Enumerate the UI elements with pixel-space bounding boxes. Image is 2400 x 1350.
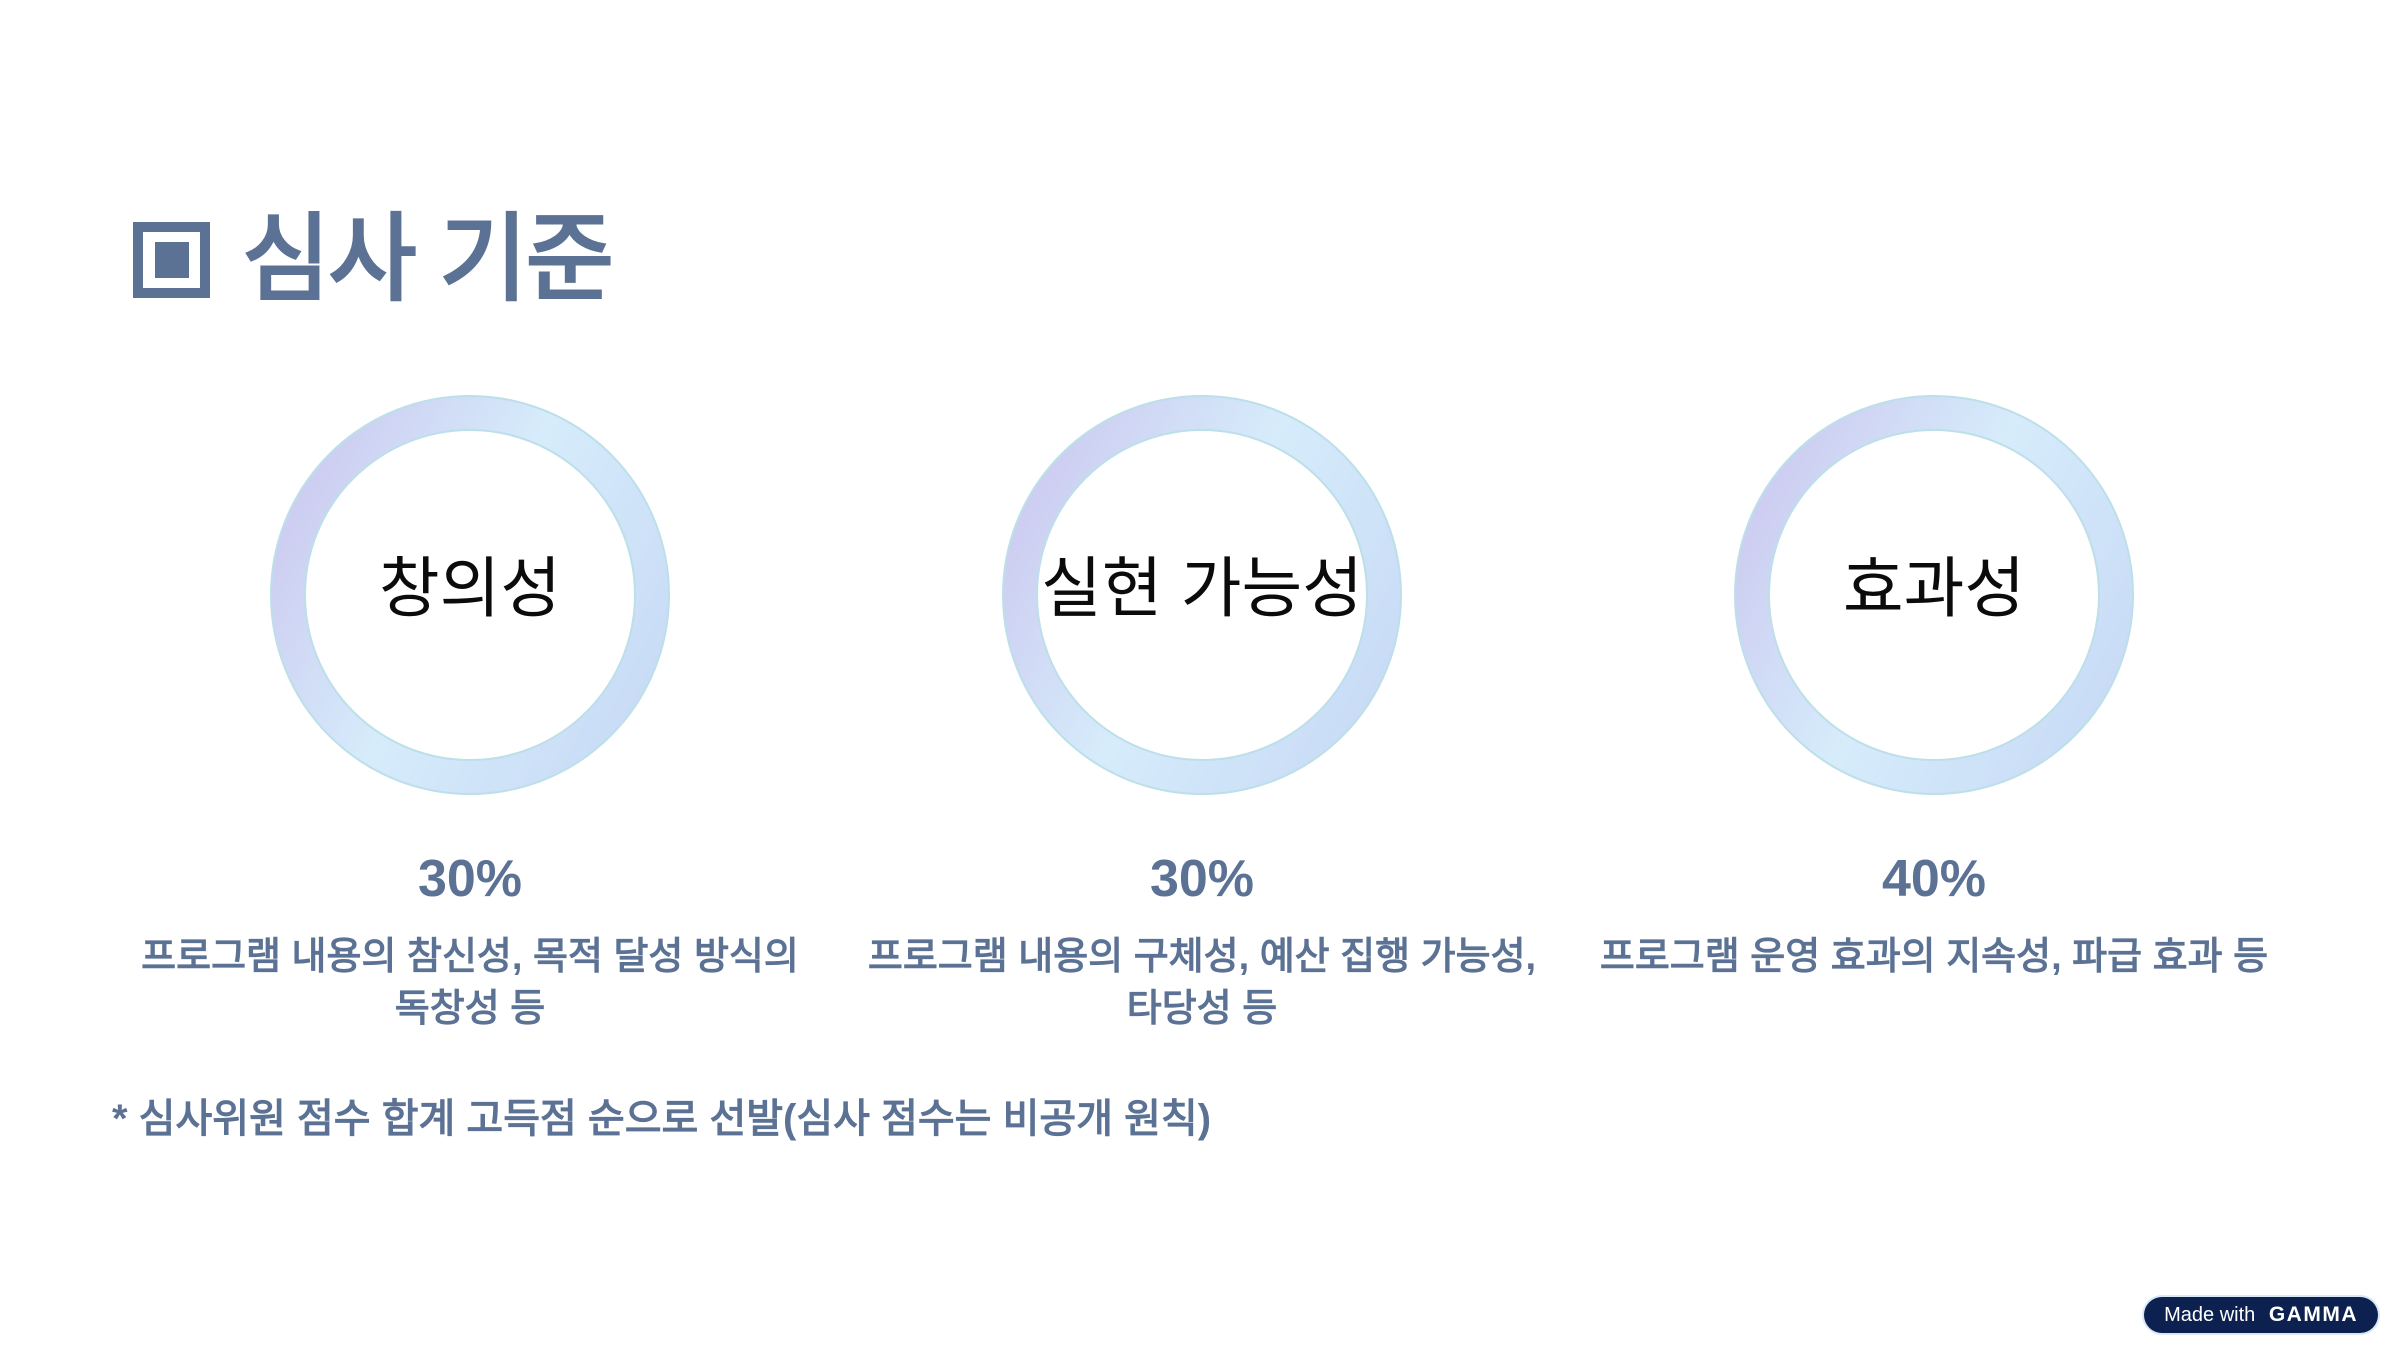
criterion-description: 프로그램 내용의 구체성, 예산 집행 가능성, 타당성 등	[867, 936, 1537, 1030]
gradient-ring: 실현 가능성	[1002, 395, 1402, 795]
criterion-description: 프로그램 내용의 참신성, 목적 달성 방식의 독창성 등	[141, 936, 799, 1030]
criterion-creativity: 창의성 30% 프로그램 내용의 참신성, 목적 달성 방식의 독창성 등	[104, 395, 836, 1035]
gradient-ring: 창의성	[270, 395, 670, 795]
ring-inner-circle: 실현 가능성	[1036, 429, 1368, 761]
made-with-label: Made with	[2164, 1303, 2261, 1326]
page-title: 심사 기준	[242, 206, 614, 313]
ring-inner-circle: 창의성	[304, 429, 636, 761]
criterion-feasibility: 실현 가능성 30% 프로그램 내용의 구체성, 예산 집행 가능성, 타당성 …	[836, 395, 1568, 1035]
criterion-name: 창의성	[378, 551, 562, 625]
gamma-logo: GAMMA	[2268, 1303, 2358, 1326]
square-bullet-icon	[133, 222, 210, 298]
criterion-name: 효과성	[1842, 551, 2026, 625]
criterion-effectiveness: 효과성 40% 프로그램 운영 효과의 지속성, 파급 효과 등	[1568, 395, 2300, 1035]
ring-inner-circle: 효과성	[1768, 429, 2100, 761]
criterion-description: 프로그램 운영 효과의 지속성, 파급 효과 등	[1599, 936, 2269, 978]
criterion-name: 실현 가능성	[1041, 551, 1363, 625]
criterion-weight: 30%	[1149, 850, 1255, 908]
square-bullet-inner	[154, 242, 189, 278]
selection-footnote: * 심사위원 점수 합계 고득점 순으로 선발(심사 점수는 비공개 원칙)	[112, 1097, 1212, 1141]
criteria-row: 창의성 30% 프로그램 내용의 참신성, 목적 달성 방식의 독창성 등 실현…	[104, 395, 2300, 1035]
slide-title-row: 심사 기준	[133, 206, 614, 313]
made-with-gamma-badge[interactable]: Made with GAMMA	[2144, 1297, 2378, 1333]
criterion-weight: 30%	[417, 850, 523, 908]
criterion-weight: 40%	[1881, 850, 1987, 908]
gradient-ring: 효과성	[1734, 395, 2134, 795]
